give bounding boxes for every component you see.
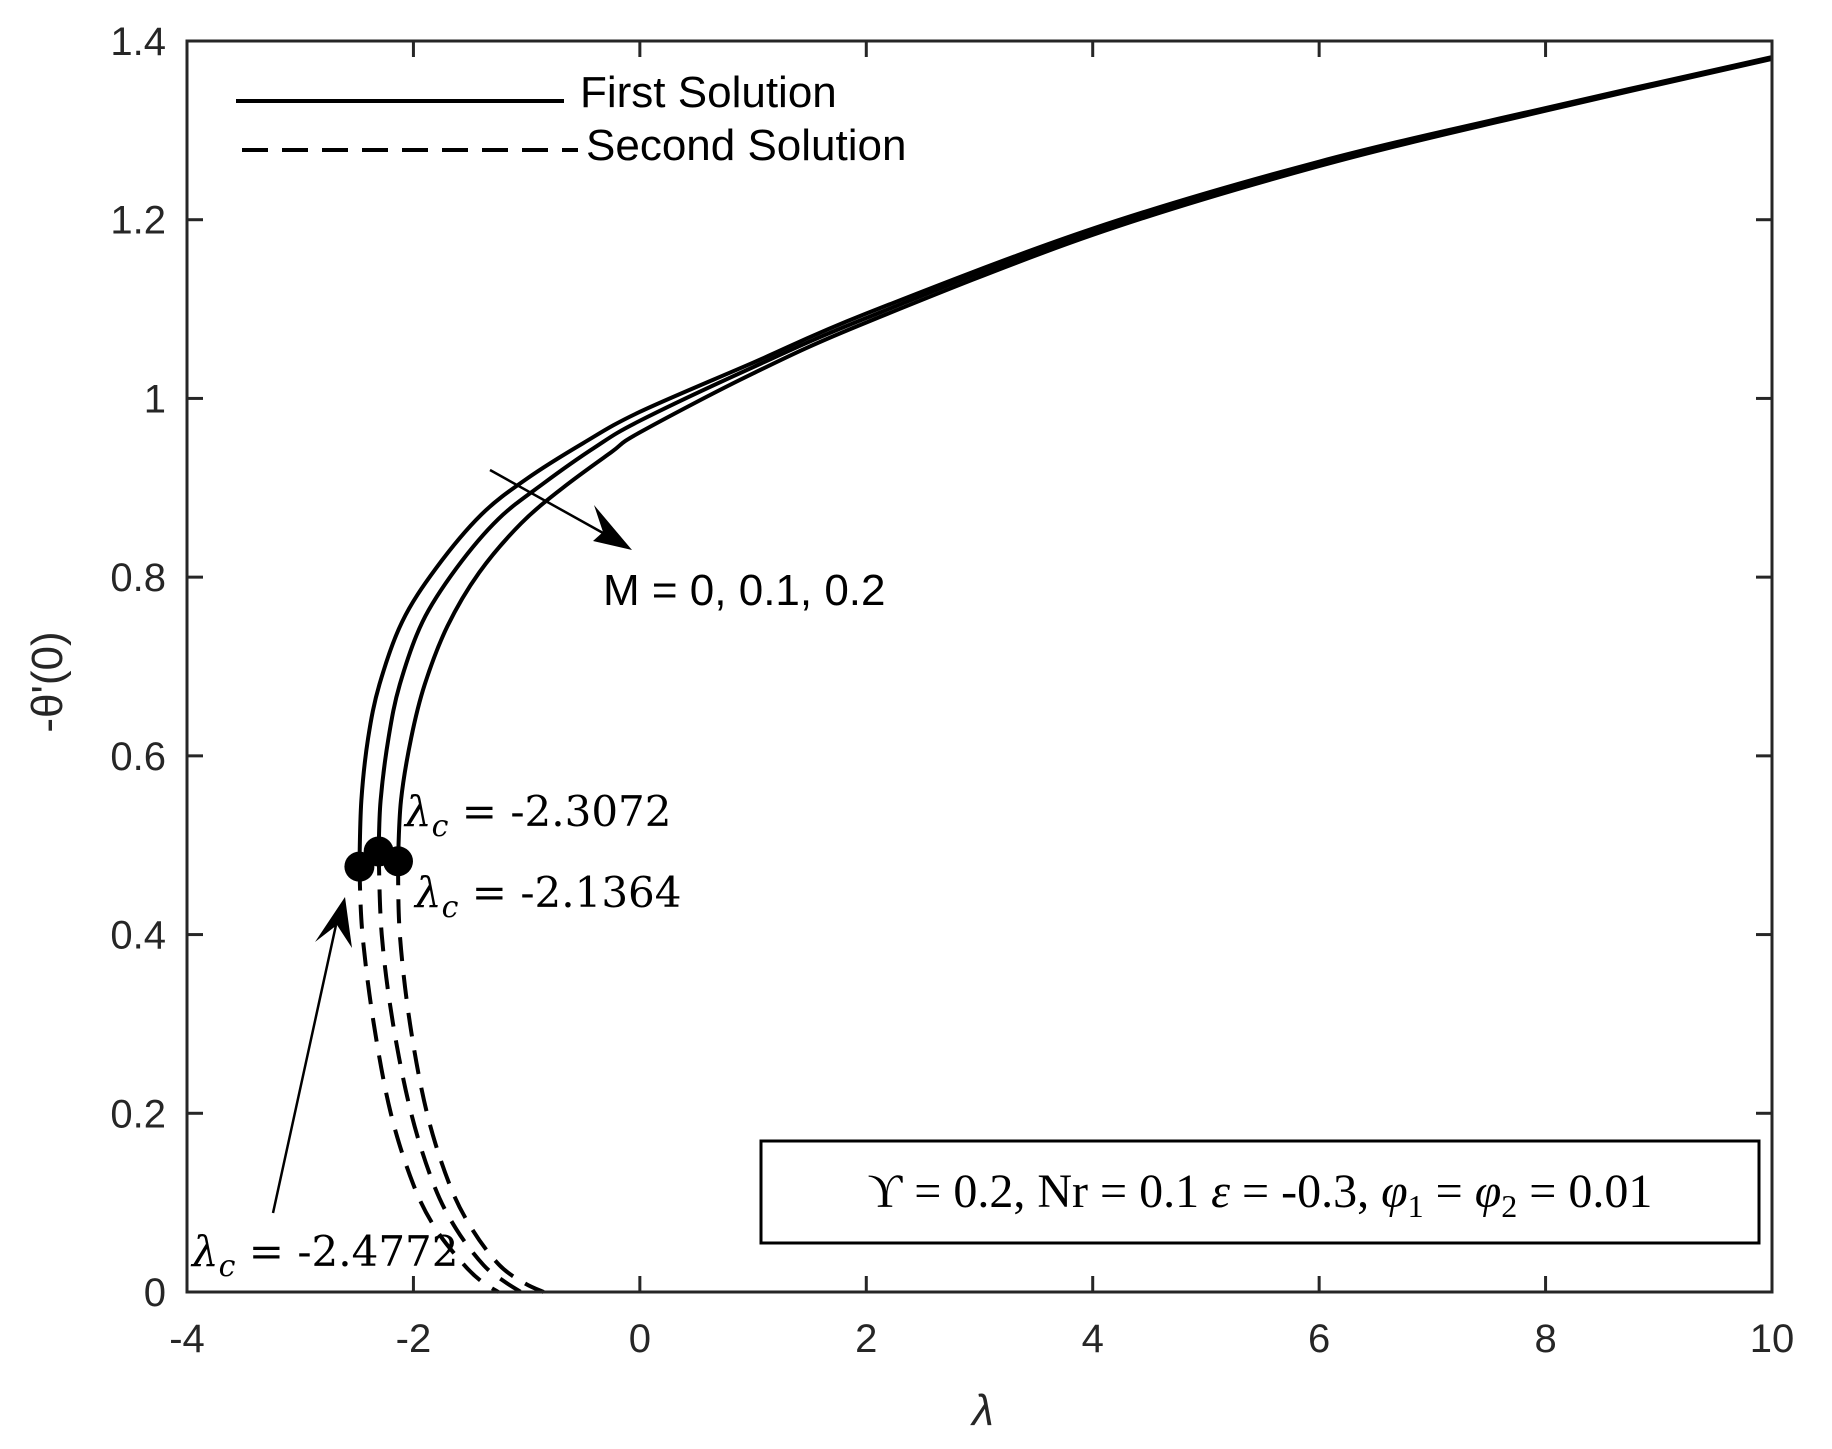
x-tick-label: 6 (1308, 1317, 1330, 1361)
x-tick-label: 8 (1534, 1317, 1556, 1361)
y-tick-label: 0.6 (110, 735, 166, 779)
y-axis-title: -θ'(0) (23, 631, 72, 732)
y-tick-label: 1.2 (110, 199, 166, 243)
x-tick-label: 0 (629, 1317, 651, 1361)
y-tick-label: 1 (144, 377, 166, 421)
lambda-symbol: λ (413, 868, 442, 917)
legend-second-solution: Second Solution (586, 121, 906, 170)
pointer-arrow-head-icon (315, 897, 352, 948)
x-tick-label: 4 (1082, 1317, 1104, 1361)
m-annotation: M = 0, 0.1, 0.2 (489, 468, 886, 615)
phi1-symbol: φ (1381, 1165, 1408, 1218)
parameter-box-text: ϒ = 0.2, Nr = 0.1 ε = -0.3, φ1 = φ2 = 0.… (868, 1165, 1653, 1224)
phi-value: = 0.01 (1517, 1165, 1652, 1218)
x-axis-title: λ (970, 1386, 994, 1435)
m-annotation-text: M = 0, 0.1, 0.2 (603, 566, 886, 615)
equals-sign: = (1424, 1165, 1475, 1218)
y-tick-label: 0.8 (110, 556, 166, 600)
subscript-c: c (442, 890, 459, 925)
subscript-c: c (432, 809, 449, 844)
pointer-arrow-shaft (271, 924, 338, 1214)
lambda-c-value: = -2.3072 (448, 787, 671, 836)
second-solution-curve (376, 851, 523, 1294)
y-tick-label: 0 (144, 1271, 166, 1315)
subscript-c: c (219, 1249, 236, 1284)
lambda-c-value: = -2.1364 (458, 868, 681, 917)
first-solution-curve (376, 56, 1773, 852)
data-curves (357, 55, 1773, 1294)
y-tick-label: 0.4 (110, 914, 166, 958)
first-solution-curve (395, 56, 1773, 862)
critical-point-markers (344, 836, 413, 882)
lambda-c-label-2-1364: λc = -2.1364 (413, 868, 681, 925)
epsilon-symbol: ε (1211, 1165, 1230, 1218)
y-tick-label: 0.2 (110, 1092, 166, 1136)
legend: First Solution Second Solution (236, 68, 906, 170)
x-tick-label: -2 (396, 1317, 432, 1361)
epsilon-value: = -0.3, (1230, 1165, 1381, 1218)
critical-point-marker (382, 846, 413, 877)
legend-first-solution: First Solution (580, 68, 837, 117)
second-solution-curve (357, 866, 500, 1294)
axes-box (185, 39, 1774, 1294)
lambda-symbol: λ (403, 787, 432, 836)
lambda-c-label-2-3072: λc = -2.3072 (403, 787, 671, 844)
second-solution-curve (395, 861, 545, 1294)
phi1-subscript: 1 (1408, 1188, 1424, 1224)
phi2-symbol: φ (1475, 1165, 1502, 1218)
lambda-c-value: = -2.4772 (235, 1227, 458, 1276)
x-tick-label: 10 (1750, 1317, 1795, 1361)
lambda-c-label-2-4772: λc = -2.4772 (190, 1227, 458, 1284)
lambda-c-pointer (271, 897, 352, 1214)
y-tick-label: 1.4 (110, 20, 166, 64)
m-arrow-shaft (489, 468, 613, 540)
lambda-symbol: λ (190, 1227, 219, 1276)
upsilon-nr-text: ϒ = 0.2, Nr = 0.1 (868, 1165, 1211, 1218)
m-arrow-head-icon (593, 505, 632, 550)
parameter-box-frame (759, 1139, 1761, 1245)
phi2-subscript: 2 (1501, 1188, 1517, 1224)
parameter-box: ϒ = 0.2, Nr = 0.1 ε = -0.3, φ1 = φ2 = 0.… (759, 1139, 1761, 1245)
axis-tick-labels: -4 -2 0 2 4 6 8 10 0 0.2 0.4 0.6 0.8 1 1.2 1.4 (110, 20, 1794, 1361)
x-tick-label: -4 (169, 1317, 205, 1361)
x-tick-label: 2 (855, 1317, 877, 1361)
axis-ticks (185, 39, 1774, 1294)
